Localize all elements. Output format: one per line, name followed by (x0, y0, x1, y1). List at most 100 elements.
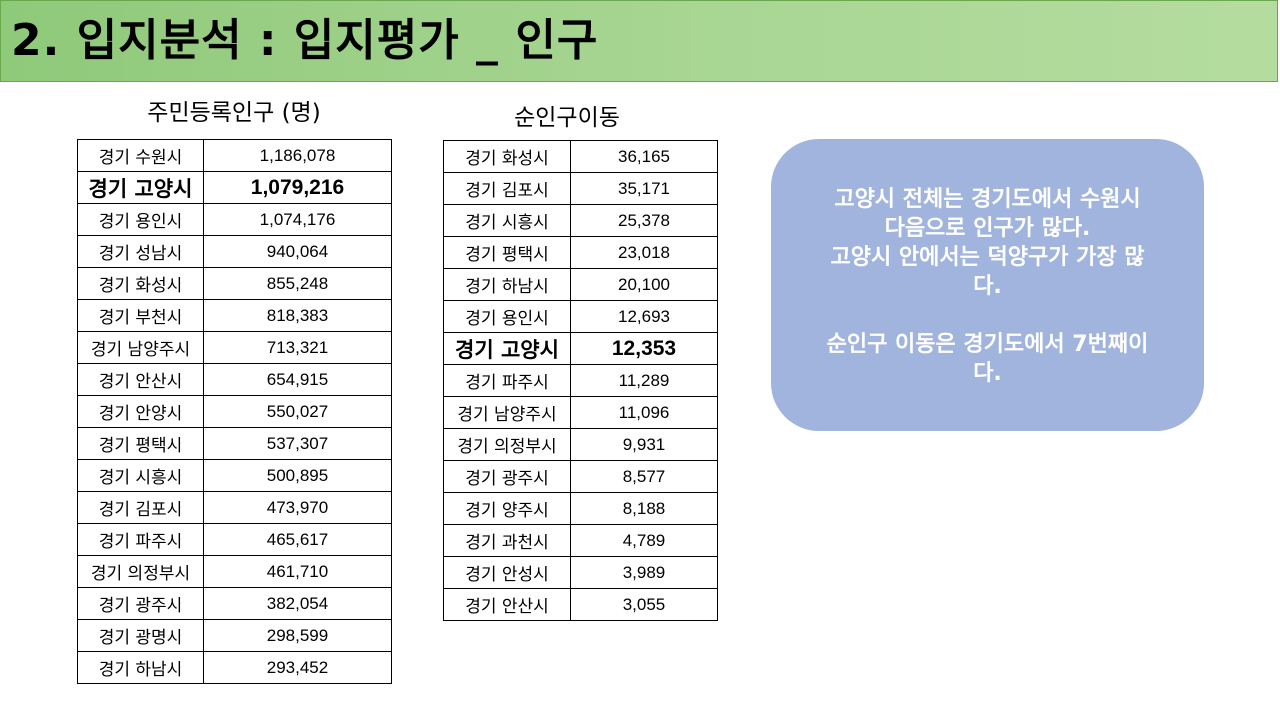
table-row: 경기 김포시 35,171 (443, 172, 718, 205)
table-row: 경기 양주시 8,188 (443, 492, 718, 525)
table-row: 경기 파주시 11,289 (443, 364, 718, 397)
table-row: 경기 파주시 465,617 (77, 523, 392, 556)
city-name-cell: 경기 성남시 (77, 235, 204, 268)
table-row: 경기 화성시 855,248 (77, 267, 392, 300)
migration-table: 경기 화성시 36,165 경기 김포시 35,171 경기 시흥시 25,378 경기 평… (443, 140, 718, 621)
value-cell: 36,165 (570, 140, 718, 173)
value-cell: 537,307 (203, 427, 392, 460)
city-name-cell: 경기 부천시 (77, 299, 204, 332)
city-name-cell: 경기 김포시 (443, 172, 571, 205)
note-line: 다. (973, 274, 1002, 299)
note-line: 고양시 전체는 경기도에서 수원시 (834, 187, 1141, 212)
value-cell: 3,055 (570, 588, 718, 621)
table-row: 경기 과천시 4,789 (443, 524, 718, 557)
table-row: 경기 안산시 3,055 (443, 588, 718, 621)
table-row: 경기 안산시 654,915 (77, 363, 392, 396)
table-row: 경기 의정부시 9,931 (443, 428, 718, 461)
city-name-cell: 경기 안양시 (77, 395, 204, 428)
table-row: 경기 광주시 8,577 (443, 460, 718, 493)
value-cell: 11,096 (570, 396, 718, 429)
city-name-cell: 경기 화성시 (77, 267, 204, 300)
city-name-cell: 경기 파주시 (443, 364, 571, 397)
table-row: 경기 용인시 12,693 (443, 300, 718, 333)
city-name-cell: 경기 안성시 (443, 556, 571, 589)
city-name-cell: 경기 수원시 (77, 139, 204, 172)
value-cell: 855,248 (203, 267, 392, 300)
table-row: 경기 하남시 20,100 (443, 268, 718, 301)
population-section: 주민등록인구 (명) 경기 수원시 1,186,078 경기 고양시 1,079,21… (77, 100, 392, 684)
value-cell: 550,027 (203, 395, 392, 428)
value-cell: 1,074,176 (203, 203, 392, 236)
value-cell: 4,789 (570, 524, 718, 557)
value-cell: 382,054 (203, 587, 392, 620)
city-name-cell: 경기 김포시 (77, 491, 204, 524)
city-name-cell: 경기 용인시 (443, 300, 571, 333)
city-name-cell: 경기 시흥시 (443, 204, 571, 237)
city-name-cell: 경기 의정부시 (443, 428, 571, 461)
value-cell: 8,188 (570, 492, 718, 525)
table-row: 경기 의정부시 461,710 (77, 555, 392, 588)
table-row: 경기 김포시 473,970 (77, 491, 392, 524)
table-row: 경기 평택시 23,018 (443, 236, 718, 269)
city-name-cell: 경기 파주시 (77, 523, 204, 556)
value-cell: 465,617 (203, 523, 392, 556)
value-cell: 293,452 (203, 651, 392, 684)
table-row: 경기 평택시 537,307 (77, 427, 392, 460)
value-cell: 461,710 (203, 555, 392, 588)
header-bar: 2. 입지분석 : 입지평가 _ 인구 (0, 0, 1278, 82)
city-name-cell: 경기 시흥시 (77, 459, 204, 492)
note-line: 순인구 이동은 경기도에서 7번째이 (826, 332, 1149, 357)
population-table-title: 주민등록인구 (명) (147, 100, 321, 126)
value-cell: 12,693 (570, 300, 718, 333)
city-name-cell: 경기 과천시 (443, 524, 571, 557)
value-cell: 25,378 (570, 204, 718, 237)
value-cell: 473,970 (203, 491, 392, 524)
city-name-cell: 경기 의정부시 (77, 555, 204, 588)
city-name-cell: 경기 화성시 (443, 140, 571, 173)
table-row: 경기 고양시 1,079,216 (77, 171, 392, 204)
city-name-cell: 경기 안산시 (77, 363, 204, 396)
city-name-cell: 경기 광주시 (77, 587, 204, 620)
note-line: 다. (973, 361, 1002, 386)
city-name-cell: 경기 평택시 (443, 236, 571, 269)
value-cell: 298,599 (203, 619, 392, 652)
table-row: 경기 고양시 12,353 (443, 332, 718, 365)
value-cell: 12,353 (570, 332, 718, 365)
table-row: 경기 부천시 818,383 (77, 299, 392, 332)
population-table: 경기 수원시 1,186,078 경기 고양시 1,079,216 경기 용인시 1,07… (77, 139, 392, 684)
city-name-cell: 경기 광명시 (77, 619, 204, 652)
value-cell: 11,289 (570, 364, 718, 397)
value-cell: 8,577 (570, 460, 718, 493)
value-cell: 35,171 (570, 172, 718, 205)
table-row: 경기 안양시 550,027 (77, 395, 392, 428)
page-title: 2. 입지분석 : 입지평가 _ 인구 (11, 15, 599, 66)
city-name-cell: 경기 평택시 (77, 427, 204, 460)
value-cell: 20,100 (570, 268, 718, 301)
value-cell: 1,079,216 (203, 171, 392, 204)
value-cell: 713,321 (203, 331, 392, 364)
note-line: 다음으로 인구가 많다. (884, 216, 1091, 241)
table-row: 경기 화성시 36,165 (443, 140, 718, 173)
value-cell: 1,186,078 (203, 139, 392, 172)
table-row: 경기 성남시 940,064 (77, 235, 392, 268)
migration-table-title: 순인구이동 (514, 105, 620, 131)
city-name-cell: 경기 안산시 (443, 588, 571, 621)
value-cell: 818,383 (203, 299, 392, 332)
value-cell: 9,931 (570, 428, 718, 461)
value-cell: 500,895 (203, 459, 392, 492)
table-row: 경기 안성시 3,989 (443, 556, 718, 589)
note-line: 고양시 안에서는 덕양구가 가장 많 (830, 245, 1145, 270)
city-name-cell: 경기 남양주시 (443, 396, 571, 429)
summary-note: 고양시 전체는 경기도에서 수원시 다음으로 인구가 많다. 고양시 안에서는 … (771, 139, 1204, 431)
table-row: 경기 하남시 293,452 (77, 651, 392, 684)
table-row: 경기 남양주시 11,096 (443, 396, 718, 429)
value-cell: 940,064 (203, 235, 392, 268)
value-cell: 3,989 (570, 556, 718, 589)
value-cell: 23,018 (570, 236, 718, 269)
value-cell: 654,915 (203, 363, 392, 396)
city-name-cell: 경기 하남시 (443, 268, 571, 301)
note-spacer (797, 301, 1178, 330)
table-row: 경기 광명시 298,599 (77, 619, 392, 652)
table-row: 경기 남양주시 713,321 (77, 331, 392, 364)
